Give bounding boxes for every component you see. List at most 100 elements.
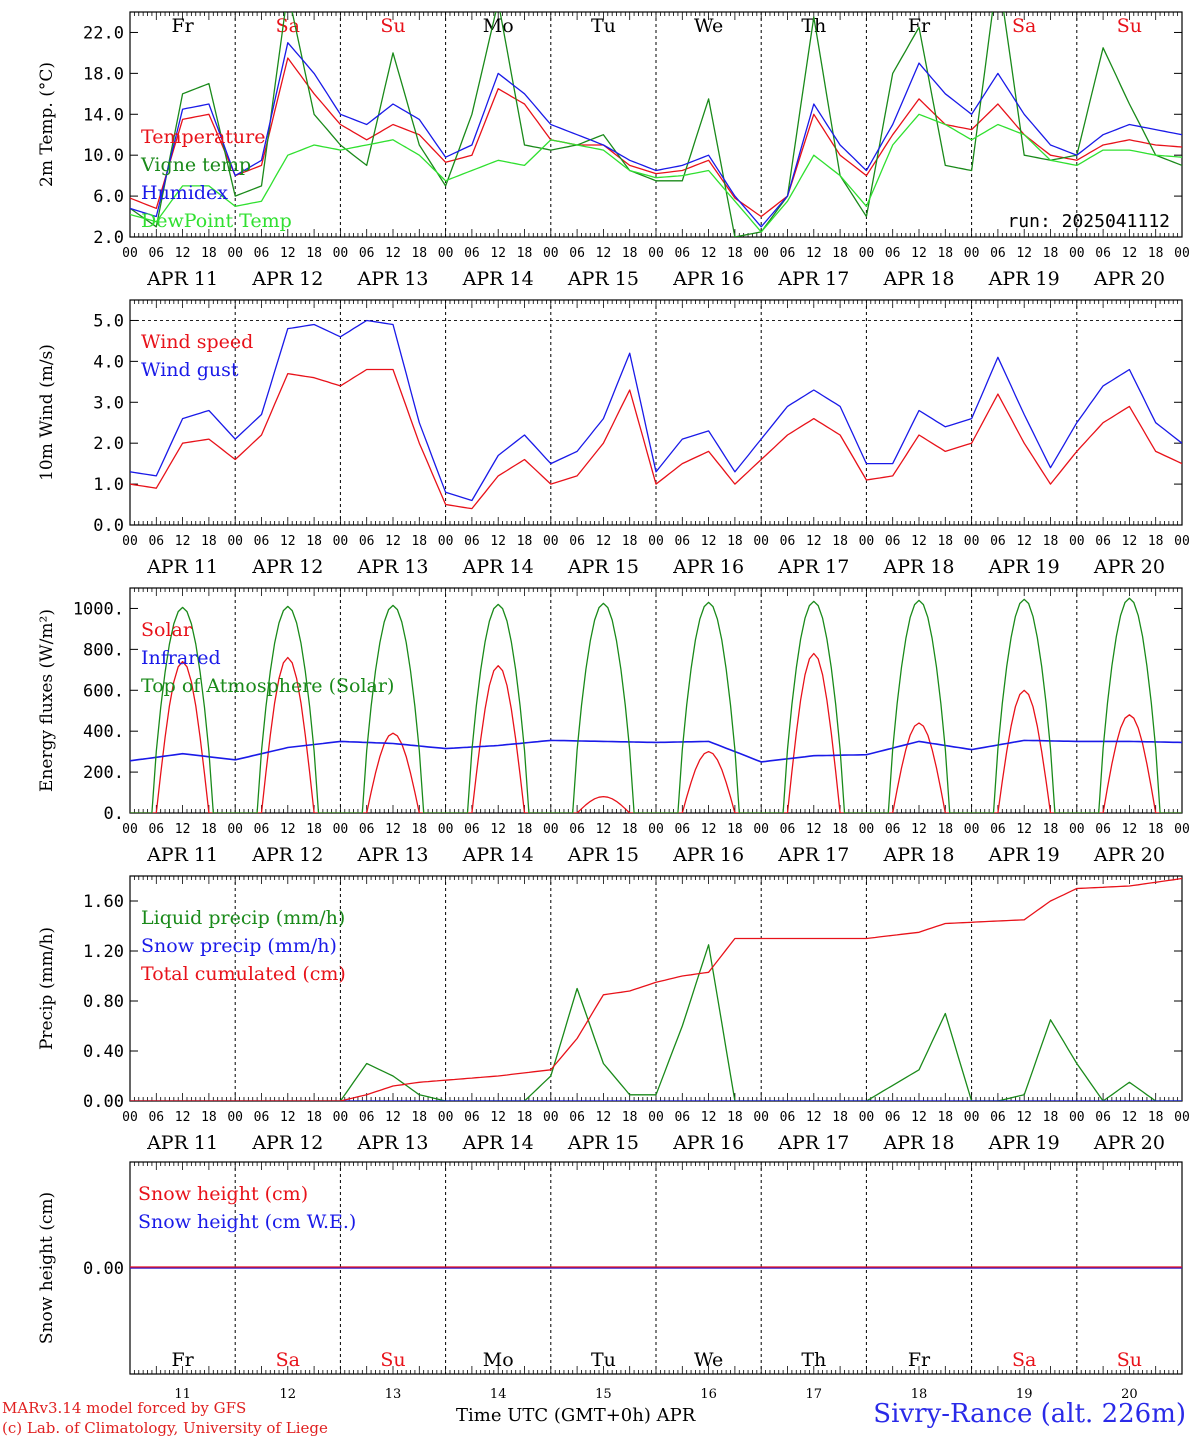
date-label: APR 12 <box>251 556 323 578</box>
hour-tick-label: 06 <box>1095 534 1111 549</box>
hour-tick-label: 18 <box>727 246 743 261</box>
panel-frame <box>129 587 1183 814</box>
hour-tick-label: 12 <box>175 1110 191 1125</box>
station-title: Sivry-Rance (alt. 226m) <box>873 1399 1186 1429</box>
hour-tick-label: 00 <box>1069 822 1085 837</box>
y-tick-label: 200. <box>83 763 124 783</box>
hour-tick-label: 12 <box>701 534 717 549</box>
hour-tick-label: 06 <box>885 1110 901 1125</box>
hour-tick-label: 12 <box>385 534 401 549</box>
hour-tick-label: 00 <box>964 822 980 837</box>
weekday-label: Fr <box>171 15 194 37</box>
panel-3: 0. 200. 400. 600. 800. 1000. Energy fluxes (W/… <box>37 587 1190 866</box>
hour-tick-label: 00 <box>964 1110 980 1125</box>
series-line-1 <box>130 368 1182 510</box>
hour-tick-label: 18 <box>1148 534 1164 549</box>
plot-area <box>130 12 1182 237</box>
hour-tick-label: 06 <box>1095 1110 1111 1125</box>
date-label: APR 11 <box>146 556 218 578</box>
y-tick-label: 2.0 <box>93 434 124 454</box>
hour-tick-label: 12 <box>385 246 401 261</box>
date-label: APR 13 <box>356 1132 428 1154</box>
y-tick-label: 4.0 <box>93 352 124 372</box>
hour-tick-label: 00 <box>753 534 769 549</box>
series-line-2 <box>130 739 1182 763</box>
panel-frame <box>129 299 1183 526</box>
hour-tick-label: 18 <box>832 246 848 261</box>
y-axis-label: 2m Temp. (°C) <box>37 62 57 187</box>
hour-tick-label: 00 <box>1069 1110 1085 1125</box>
y-tick-label: 800. <box>83 640 124 660</box>
hour-tick-label: 12 <box>280 246 296 261</box>
y-tick-label: 14.0 <box>83 105 124 125</box>
hour-tick-label: 00 <box>543 246 559 261</box>
legend-entry: Vigne temp <box>140 154 251 176</box>
y-tick-label: 400. <box>83 722 124 742</box>
hour-tick-label: 06 <box>464 822 480 837</box>
date-label: APR 16 <box>672 844 744 866</box>
hour-tick-label: 18 <box>937 1110 953 1125</box>
hour-tick-label: 18 <box>201 822 217 837</box>
y-axis-label: Precip (mm/h) <box>37 927 57 1050</box>
date-label: APR 20 <box>1093 1132 1165 1154</box>
y-tick-label: 0.00 <box>83 1092 124 1112</box>
legend-entry: Top of Atmosphere (Solar) <box>141 675 394 697</box>
hour-tick-label: 00 <box>227 534 243 549</box>
series-line-1 <box>130 57 1182 218</box>
date-label: APR 18 <box>882 844 954 866</box>
hour-tick-label: 00 <box>964 246 980 261</box>
hour-tick-label: 06 <box>780 534 796 549</box>
hour-tick-label: 00 <box>438 534 454 549</box>
hour-tick-label: 06 <box>148 534 164 549</box>
y-tick-label: 3.0 <box>93 393 124 413</box>
hour-tick-label: 00 <box>333 1110 349 1125</box>
hour-tick-label: 18 <box>1043 1110 1059 1125</box>
hour-tick-label: 12 <box>490 246 506 261</box>
date-label: APR 14 <box>462 556 534 578</box>
weekday-label: We <box>694 15 723 37</box>
date-label: APR 17 <box>777 844 849 866</box>
weekday-label: Sa <box>276 1349 300 1371</box>
legend-entry: DewPoint Temp <box>141 210 292 232</box>
date-label: APR 18 <box>882 268 954 290</box>
hour-tick-label: 18 <box>201 1110 217 1125</box>
hour-tick-label: 18 <box>306 1110 322 1125</box>
date-label: APR 16 <box>672 556 744 578</box>
hour-tick-label: 00 <box>543 822 559 837</box>
date-label: APR 13 <box>356 556 428 578</box>
hour-tick-label: 18 <box>832 534 848 549</box>
hour-tick-label: 18 <box>517 1110 533 1125</box>
day-number-label: 17 <box>806 1387 823 1402</box>
series-line-1 <box>130 944 1182 1101</box>
hour-tick-label: 12 <box>1122 534 1138 549</box>
date-label: APR 19 <box>988 1132 1060 1154</box>
hour-tick-label: 06 <box>1095 822 1111 837</box>
hour-tick-label: 12 <box>596 1110 612 1125</box>
hour-tick-label: 06 <box>885 534 901 549</box>
date-label: APR 19 <box>988 844 1060 866</box>
y-tick-label: 1.0 <box>93 475 124 495</box>
hour-tick-label: 12 <box>1122 246 1138 261</box>
hour-tick-label: 12 <box>1016 822 1032 837</box>
hour-tick-label: 00 <box>333 822 349 837</box>
date-label: APR 15 <box>567 556 639 578</box>
weekday-label: Mo <box>483 1349 514 1371</box>
hour-tick-label: 06 <box>569 822 585 837</box>
y-tick-label: 10.0 <box>83 146 124 166</box>
legend-entry: Snow height (cm) <box>138 1183 308 1205</box>
hour-tick-label: 06 <box>148 1110 164 1125</box>
date-label: APR 20 <box>1093 268 1165 290</box>
date-label: APR 12 <box>251 844 323 866</box>
date-label: APR 15 <box>567 268 639 290</box>
hour-tick-label: 06 <box>780 822 796 837</box>
date-label: APR 15 <box>567 844 639 866</box>
hour-tick-label: 00 <box>859 534 875 549</box>
hour-tick-label: 06 <box>885 246 901 261</box>
hour-tick-label: 06 <box>359 1110 375 1125</box>
day-number-label: 16 <box>700 1387 717 1402</box>
date-label: APR 17 <box>777 268 849 290</box>
day-number-label: 18 <box>911 1387 928 1402</box>
hour-tick-label: 06 <box>359 246 375 261</box>
hour-tick-label: 12 <box>911 822 927 837</box>
legend-entry: Liquid precip (mm/h) <box>141 907 345 929</box>
